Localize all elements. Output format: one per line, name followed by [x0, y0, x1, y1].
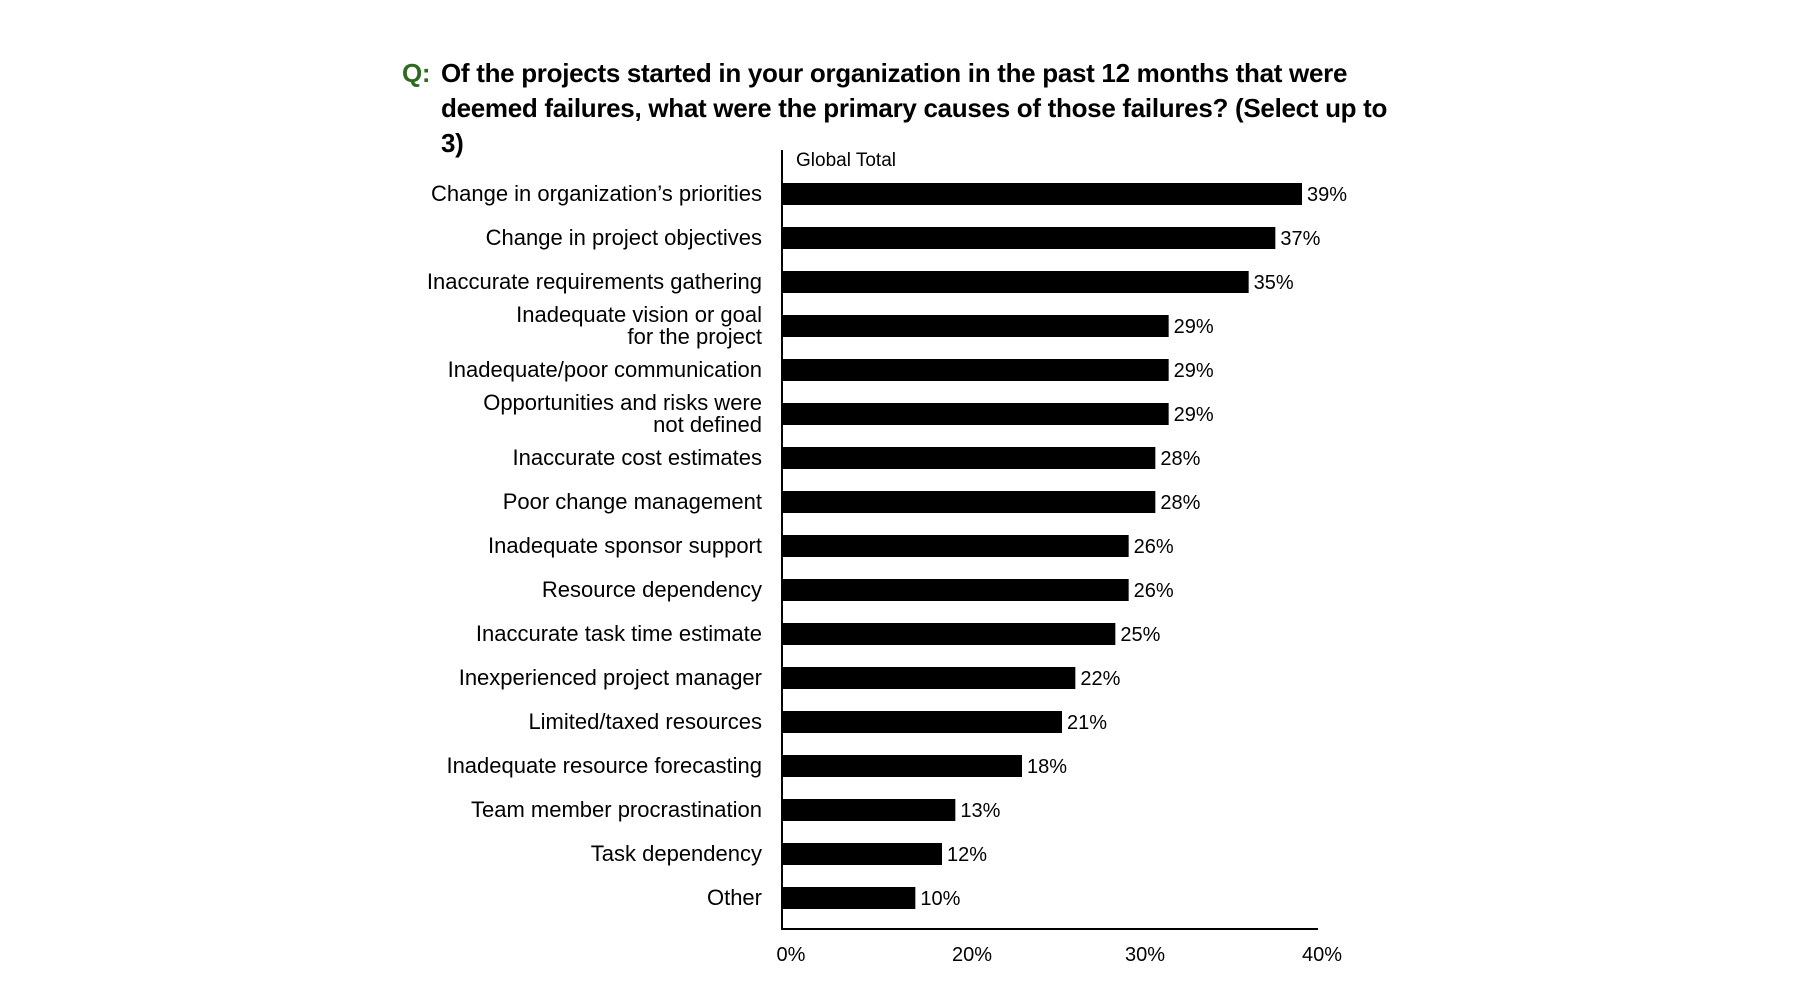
bar: [782, 315, 1169, 337]
value-labels: 39%37%35%29%29%29%28%28%26%26%25%22%21%1…: [920, 184, 1347, 910]
bar: [782, 183, 1302, 205]
category-label: Team member procrastination: [471, 797, 762, 822]
question-prefix: Q:: [402, 58, 431, 88]
category-label: Limited/taxed resources: [528, 709, 762, 734]
category-label: Inadequate/poor communication: [448, 357, 762, 382]
value-label: 29%: [1174, 360, 1214, 382]
x-tick-label: 0%: [777, 944, 806, 966]
category-label: Other: [707, 885, 762, 910]
value-label: 12%: [947, 844, 987, 866]
value-label: 28%: [1160, 492, 1200, 514]
question-text-line-2: deemed failures, what were the primary c…: [441, 93, 1388, 158]
question-text: Of the projects started in your organiza…: [441, 56, 1401, 161]
value-label: 29%: [1174, 316, 1214, 338]
category-labels: Change in organization’s priorities Chang…: [427, 181, 762, 910]
value-label: 29%: [1174, 404, 1214, 426]
category-label: Inaccurate cost estimates: [513, 445, 762, 470]
value-label: 26%: [1134, 536, 1174, 558]
value-label: 21%: [1067, 712, 1107, 734]
value-label: 10%: [920, 888, 960, 910]
category-label: Inadequate vision or goal for the project: [516, 302, 762, 349]
bar: [782, 623, 1116, 645]
category-label: Inadequate sponsor support: [488, 533, 762, 558]
axes: [781, 150, 1318, 930]
bar: [782, 667, 1076, 689]
x-tick-label: 30%: [1125, 944, 1165, 966]
value-label: 28%: [1160, 448, 1200, 470]
category-label: Inadequate resource forecasting: [446, 753, 762, 778]
value-label: 26%: [1134, 580, 1174, 602]
category-label: Inaccurate task time estimate: [476, 621, 762, 646]
value-label: 18%: [1027, 756, 1067, 778]
category-label: Task dependency: [591, 841, 762, 866]
category-label: Change in organization’s priorities: [431, 181, 762, 206]
value-label: 39%: [1307, 184, 1347, 206]
bar: [782, 271, 1249, 293]
category-label-line: for the project: [627, 324, 762, 349]
x-tick-label: 20%: [952, 944, 992, 966]
bar: [782, 711, 1062, 733]
bar: [782, 447, 1156, 469]
bar: [782, 843, 942, 865]
bar: [782, 535, 1129, 557]
question-text-line-1: Of the projects started in your organiza…: [441, 58, 1348, 88]
bars: [782, 183, 1302, 909]
bar: [782, 491, 1156, 513]
bar: [782, 403, 1169, 425]
value-label: 35%: [1254, 272, 1294, 294]
value-label: 13%: [960, 800, 1000, 822]
value-label: 37%: [1280, 228, 1320, 250]
category-label: Resource dependency: [542, 577, 762, 602]
x-tick-labels: 0% 20% 30% 40%: [777, 944, 1343, 966]
bar: [782, 799, 956, 821]
bar: [782, 359, 1169, 381]
bar: [782, 755, 1022, 777]
bar: [782, 227, 1276, 249]
category-label-line: Inadequate vision or goal: [516, 302, 762, 327]
bar: [782, 579, 1129, 601]
bar: [782, 887, 916, 909]
value-label: 22%: [1080, 668, 1120, 690]
category-label-line: not defined: [653, 412, 762, 437]
value-label: 25%: [1120, 624, 1160, 646]
category-label-line: Opportunities and risks were: [483, 390, 762, 415]
category-label: Inexperienced project manager: [459, 665, 762, 690]
category-label: Inaccurate requirements gathering: [427, 269, 762, 294]
category-label: Change in project objectives: [486, 225, 762, 250]
category-label: Opportunities and risks were not defined: [483, 390, 762, 437]
category-label: Poor change management: [503, 489, 762, 514]
series-label: Global Total: [796, 150, 896, 171]
x-tick-label: 40%: [1302, 944, 1342, 966]
